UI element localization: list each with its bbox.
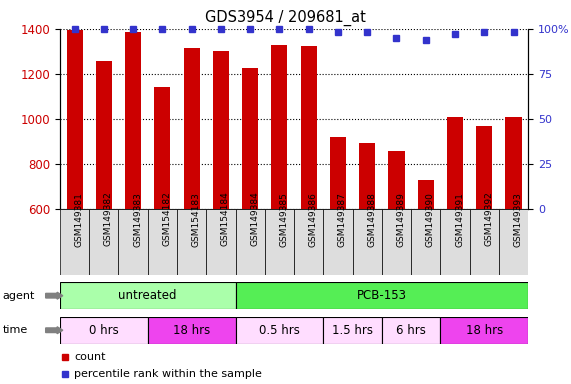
Bar: [440, 209, 470, 275]
Bar: [294, 209, 323, 275]
Bar: [476, 126, 492, 209]
Text: GSM154183: GSM154183: [192, 192, 200, 247]
Text: count: count: [74, 352, 106, 362]
Bar: [388, 151, 404, 209]
Text: GDS3954 / 209681_at: GDS3954 / 209681_at: [205, 10, 366, 26]
Bar: [323, 317, 382, 344]
Text: 18 hrs: 18 hrs: [173, 324, 210, 337]
Bar: [67, 30, 83, 209]
Bar: [60, 282, 236, 309]
Text: GSM149389: GSM149389: [396, 192, 405, 247]
Bar: [213, 51, 229, 209]
Bar: [148, 209, 177, 275]
Bar: [330, 137, 346, 209]
Bar: [447, 117, 463, 209]
Text: 0.5 hrs: 0.5 hrs: [259, 324, 300, 337]
Bar: [236, 209, 265, 275]
Text: GSM149384: GSM149384: [250, 192, 259, 247]
Bar: [206, 209, 236, 275]
Text: PCB-153: PCB-153: [357, 289, 407, 302]
Text: GSM149391: GSM149391: [455, 192, 464, 247]
Text: GSM149388: GSM149388: [367, 192, 376, 247]
Text: GSM149382: GSM149382: [104, 192, 113, 247]
Bar: [154, 88, 170, 209]
Text: 6 hrs: 6 hrs: [396, 324, 426, 337]
Text: GSM154184: GSM154184: [221, 192, 230, 247]
Bar: [499, 209, 528, 275]
Bar: [382, 209, 411, 275]
Bar: [60, 209, 89, 275]
Bar: [236, 282, 528, 309]
Bar: [184, 48, 200, 209]
Text: percentile rank within the sample: percentile rank within the sample: [74, 369, 262, 379]
Bar: [89, 209, 119, 275]
Text: GSM149381: GSM149381: [75, 192, 83, 247]
Text: GSM149387: GSM149387: [338, 192, 347, 247]
Text: GSM149383: GSM149383: [133, 192, 142, 247]
Bar: [177, 209, 206, 275]
Bar: [323, 209, 353, 275]
Text: GSM149393: GSM149393: [513, 192, 522, 247]
Bar: [271, 45, 287, 209]
Bar: [60, 317, 148, 344]
Text: 1.5 hrs: 1.5 hrs: [332, 324, 373, 337]
Bar: [301, 46, 317, 209]
Bar: [236, 317, 323, 344]
Bar: [353, 209, 382, 275]
Text: GSM149386: GSM149386: [309, 192, 317, 247]
Bar: [470, 209, 499, 275]
Bar: [440, 317, 528, 344]
Text: GSM149392: GSM149392: [484, 192, 493, 247]
Text: GSM149385: GSM149385: [279, 192, 288, 247]
Text: agent: agent: [3, 291, 35, 301]
Bar: [382, 317, 440, 344]
Bar: [505, 117, 521, 209]
Bar: [265, 209, 294, 275]
Text: 18 hrs: 18 hrs: [466, 324, 503, 337]
Text: GSM149390: GSM149390: [426, 192, 435, 247]
Bar: [148, 317, 236, 344]
Text: time: time: [3, 325, 28, 335]
Bar: [96, 61, 112, 209]
Text: untreated: untreated: [119, 289, 177, 302]
Bar: [242, 68, 258, 209]
Bar: [119, 209, 148, 275]
Bar: [411, 209, 440, 275]
Bar: [125, 32, 141, 209]
Text: GSM154182: GSM154182: [162, 192, 171, 247]
Bar: [418, 180, 434, 209]
Text: 0 hrs: 0 hrs: [89, 324, 119, 337]
Bar: [359, 143, 375, 209]
